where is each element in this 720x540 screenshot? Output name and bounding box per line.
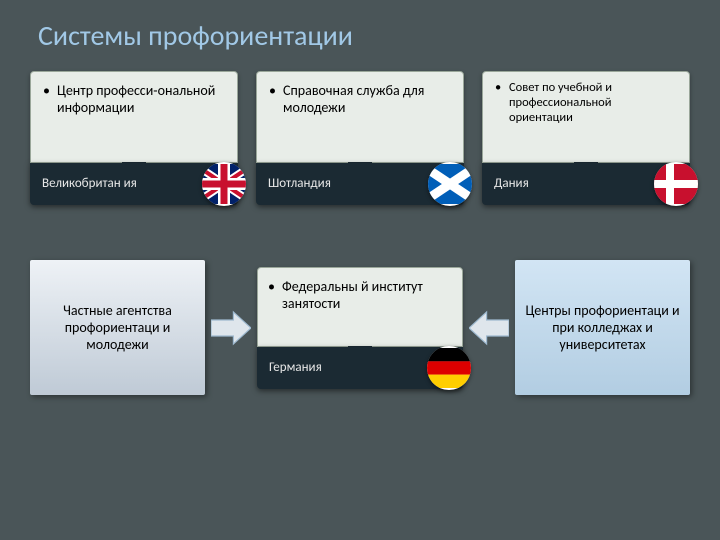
country-label: Шотландия — [268, 177, 331, 191]
left-box: Частные агентства профориентаци и молоде… — [30, 260, 205, 395]
card-scotland: •Справочная служба для молодежи Шотланди… — [256, 71, 464, 205]
card-uk: •Центр професси-ональной информации Вели… — [30, 71, 238, 205]
bottom-row: Частные агентства профориентаци и молоде… — [0, 260, 720, 395]
country-label: Великобритан ия — [42, 177, 137, 191]
card-bottom: Великобритан ия — [30, 163, 238, 205]
denmark-flag-icon — [654, 162, 698, 206]
right-box: Центры профориентаци и при колледжах и у… — [515, 260, 690, 395]
center-bottom: Германия — [257, 347, 463, 389]
center-card: •Федеральны й институт занятости Германи… — [257, 267, 463, 389]
center-country: Германия — [269, 360, 322, 375]
bullet-text: Совет по учебной и профессиональной орие… — [509, 80, 677, 125]
uk-flag-icon — [202, 162, 246, 206]
card-denmark: •Совет по учебной и профессиональной ори… — [482, 71, 690, 205]
bullet-text: Справочная служба для молодежи — [283, 82, 451, 116]
top-row: •Центр професси-ональной информации Вели… — [0, 71, 720, 205]
card-top: •Центр професси-ональной информации — [30, 71, 238, 163]
center-bullet: Федеральны й институт занятости — [282, 278, 452, 312]
left-box-text: Частные агентства профориентаци и молоде… — [40, 302, 195, 353]
slide-title: Системы профориентации — [0, 0, 720, 71]
card-top: •Совет по учебной и профессиональной ори… — [482, 71, 690, 163]
country-label: Дания — [494, 177, 529, 191]
bullet-text: Центр професси-ональной информации — [57, 82, 225, 116]
card-top: •Справочная служба для молодежи — [256, 71, 464, 163]
germany-flag-icon — [427, 346, 471, 390]
arrow-left-icon — [469, 306, 509, 350]
card-bottom: Дания — [482, 163, 690, 205]
arrow-right-icon — [211, 306, 251, 350]
right-box-text: Центры профориентаци и при колледжах и у… — [525, 302, 680, 353]
scotland-flag-icon — [428, 162, 472, 206]
center-top: •Федеральны й институт занятости — [257, 267, 463, 347]
card-bottom: Шотландия — [256, 163, 464, 205]
